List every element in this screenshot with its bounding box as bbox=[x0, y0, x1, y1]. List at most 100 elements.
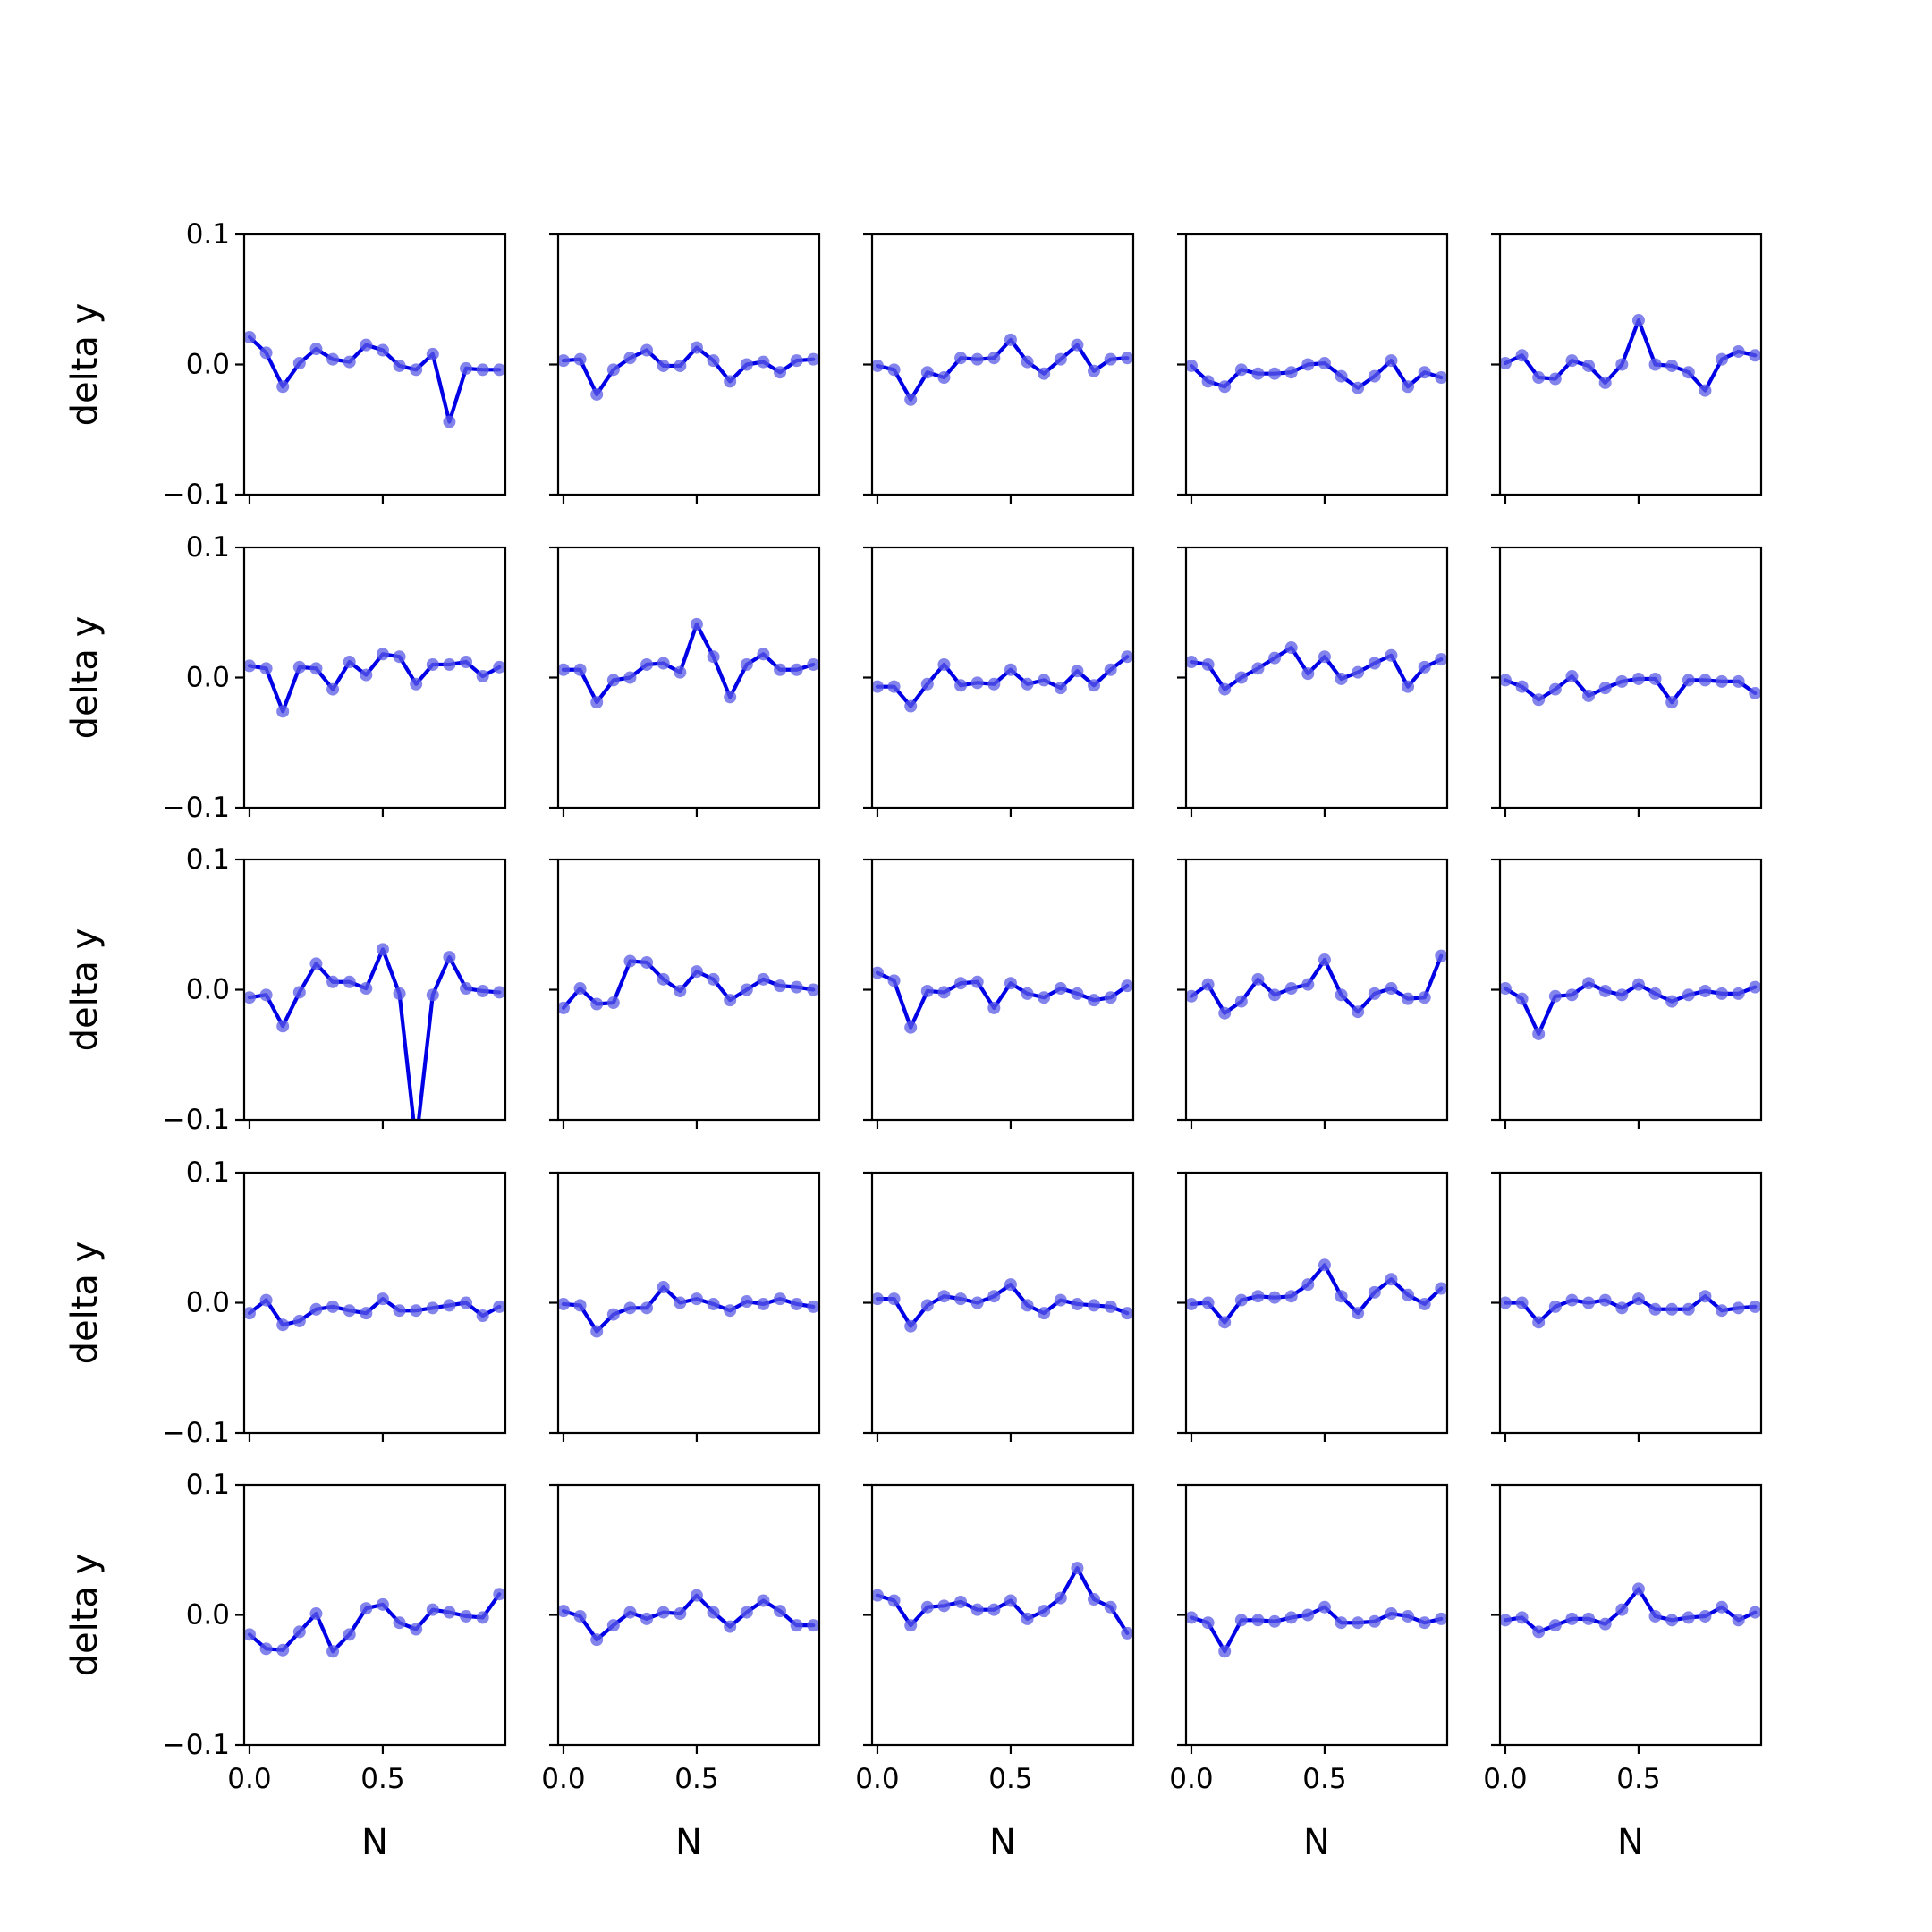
data-point bbox=[807, 983, 819, 996]
data-point bbox=[657, 657, 670, 670]
y-axis-label: delta y bbox=[64, 928, 106, 1052]
panel-data bbox=[244, 330, 505, 428]
data-point bbox=[1104, 352, 1117, 366]
data-point bbox=[1071, 338, 1084, 352]
y-tick-label: 0.0 bbox=[186, 1599, 230, 1631]
data-point bbox=[590, 696, 604, 709]
x-tick-label: 0.5 bbox=[360, 1763, 404, 1795]
data-point bbox=[376, 1292, 389, 1306]
panel-r3-c5 bbox=[1491, 858, 1763, 1129]
data-point bbox=[1565, 1293, 1579, 1307]
data-point bbox=[1598, 984, 1612, 997]
data-point bbox=[1335, 369, 1348, 383]
data-point bbox=[1121, 1626, 1133, 1640]
series-line bbox=[1189, 1605, 1444, 1654]
data-point bbox=[1218, 1316, 1232, 1329]
data-point bbox=[1201, 657, 1215, 671]
data-point bbox=[970, 352, 984, 366]
data-point bbox=[343, 355, 356, 369]
data-point bbox=[937, 371, 951, 385]
y-tick-label: −0.1 bbox=[163, 1417, 230, 1449]
panel-data bbox=[872, 966, 1133, 1034]
data-point bbox=[1218, 682, 1232, 696]
data-point bbox=[292, 660, 306, 674]
data-point bbox=[1716, 987, 1729, 1000]
data-point bbox=[807, 1300, 819, 1313]
panel-data bbox=[558, 1589, 819, 1647]
series-line bbox=[247, 1592, 502, 1654]
data-point bbox=[1268, 988, 1282, 1002]
data-point bbox=[690, 965, 703, 979]
data-point bbox=[259, 988, 273, 1002]
data-point bbox=[724, 994, 737, 1007]
data-point bbox=[790, 980, 803, 994]
x-axis-label: N bbox=[675, 1822, 702, 1863]
x-tick-label: 0.0 bbox=[855, 1763, 899, 1795]
data-point bbox=[1218, 1645, 1232, 1658]
data-point bbox=[590, 997, 604, 1011]
data-point bbox=[970, 676, 984, 690]
data-point bbox=[1665, 995, 1679, 1008]
data-point bbox=[558, 354, 570, 368]
data-point bbox=[309, 957, 323, 970]
data-point bbox=[740, 657, 753, 671]
panel-data bbox=[244, 1588, 505, 1658]
data-point bbox=[1284, 982, 1298, 996]
data-point bbox=[724, 691, 737, 704]
data-point bbox=[937, 986, 951, 999]
data-point bbox=[558, 1297, 570, 1310]
data-point bbox=[343, 1628, 356, 1641]
data-point bbox=[1021, 987, 1034, 1000]
data-point bbox=[443, 657, 456, 671]
data-point bbox=[887, 974, 901, 987]
data-point bbox=[1385, 354, 1398, 368]
data-point bbox=[1352, 381, 1365, 394]
data-point bbox=[1054, 1293, 1067, 1307]
data-point bbox=[987, 1290, 1001, 1303]
data-point bbox=[309, 343, 323, 356]
data-point bbox=[1631, 1292, 1645, 1306]
data-point bbox=[1716, 352, 1729, 366]
data-point bbox=[276, 380, 290, 394]
data-point bbox=[674, 359, 687, 372]
data-point bbox=[1251, 1614, 1265, 1627]
series-line bbox=[875, 1566, 1130, 1635]
data-point bbox=[1749, 980, 1761, 994]
data-point bbox=[920, 366, 934, 379]
data-point bbox=[1648, 987, 1662, 1000]
data-point bbox=[904, 1319, 918, 1333]
data-point bbox=[623, 954, 637, 968]
data-point bbox=[904, 699, 918, 713]
data-point bbox=[1682, 674, 1695, 687]
data-point bbox=[1402, 380, 1415, 394]
data-point bbox=[1615, 1301, 1629, 1315]
y-tick-label: −0.1 bbox=[163, 479, 230, 511]
data-point bbox=[244, 659, 256, 673]
data-point bbox=[1598, 1617, 1612, 1631]
panel-r4-c3 bbox=[863, 1171, 1135, 1442]
data-point bbox=[1665, 1302, 1679, 1316]
data-point bbox=[1418, 1297, 1431, 1310]
data-point bbox=[640, 343, 654, 357]
data-point bbox=[360, 338, 373, 352]
data-point bbox=[1385, 1607, 1398, 1621]
data-point bbox=[493, 1300, 505, 1313]
data-point bbox=[1582, 359, 1596, 372]
data-point bbox=[1021, 1299, 1034, 1312]
y-tick-label: −0.1 bbox=[163, 1104, 230, 1136]
data-point bbox=[707, 972, 720, 986]
y-tick-label: 0.1 bbox=[186, 218, 230, 250]
data-point bbox=[1121, 979, 1133, 993]
data-point bbox=[1665, 1614, 1679, 1627]
data-point bbox=[606, 674, 620, 687]
data-point bbox=[1088, 679, 1101, 692]
data-point bbox=[872, 1292, 884, 1306]
data-point bbox=[920, 1299, 934, 1312]
data-point bbox=[1301, 358, 1315, 371]
data-point bbox=[640, 657, 654, 671]
data-point bbox=[872, 359, 884, 372]
x-axis-label: N bbox=[1617, 1822, 1644, 1863]
panel-data bbox=[1186, 1600, 1447, 1658]
panel-data bbox=[1186, 949, 1447, 1020]
data-point bbox=[807, 1619, 819, 1632]
